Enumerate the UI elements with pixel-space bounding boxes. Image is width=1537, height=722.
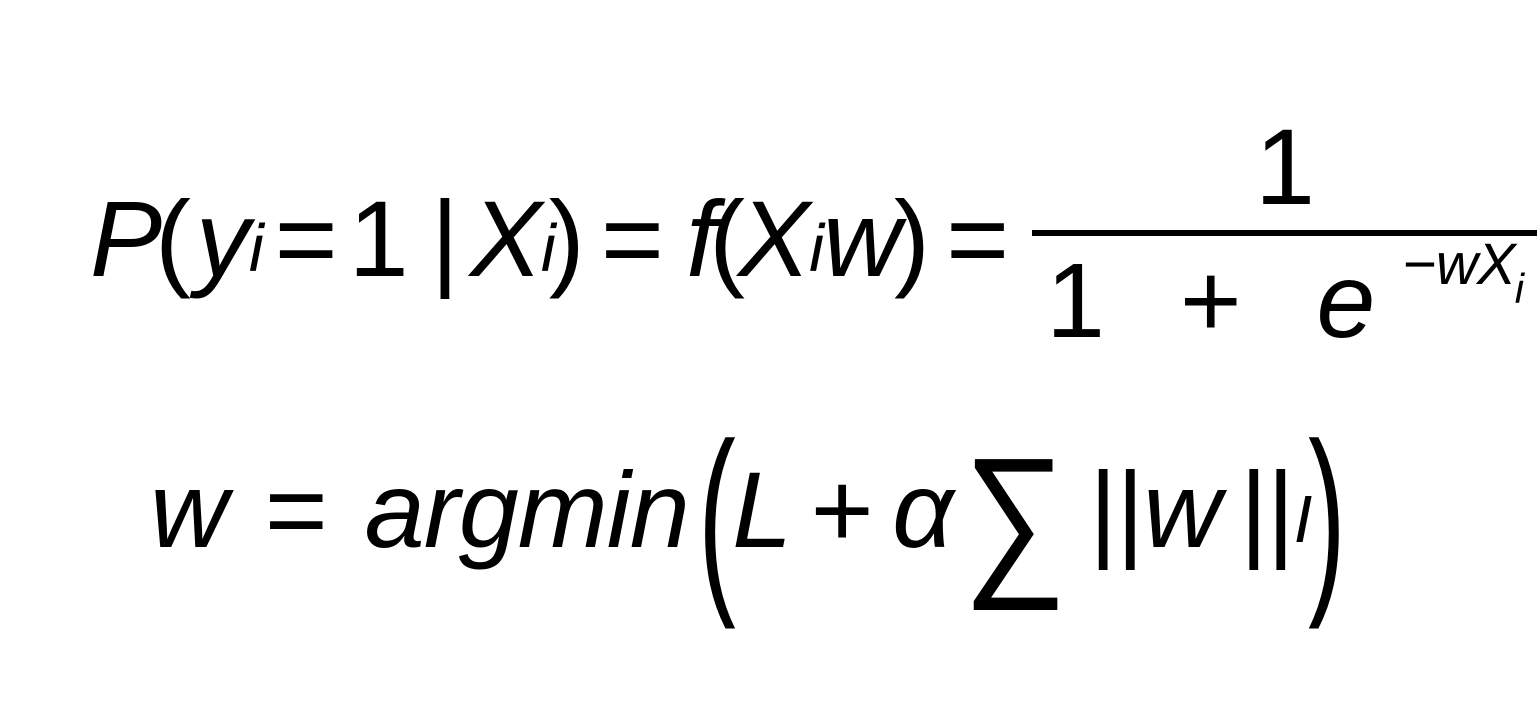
sym-equals-4: = [265, 447, 327, 572]
norm-close-bars: || [1240, 447, 1294, 572]
fraction: 1 1 + e −wXi [1032, 110, 1537, 357]
equation-1: P ( y i = 1 | X i ) = f ( X i w ) = 1 1 [90, 120, 1537, 357]
norm-w: w [1143, 447, 1220, 572]
fraction-denominator: 1 + e −wXi [1032, 246, 1537, 358]
sym-one: 1 [349, 176, 408, 301]
exp-w: w [1436, 232, 1477, 297]
sym-y: y [196, 176, 249, 301]
exp-X: X [1477, 232, 1515, 297]
sym-w-2: w [150, 447, 227, 572]
exp-minus: − [1403, 232, 1436, 297]
sym-alpha: α [892, 447, 953, 572]
den-plus: + [1180, 242, 1241, 360]
sym-equals-3: = [946, 176, 1008, 301]
sym-y-sub-i: i [249, 210, 263, 287]
big-close-paren: ) [1309, 434, 1346, 598]
den-one: 1 [1046, 242, 1104, 360]
sym-X-1: X [470, 176, 541, 301]
big-open-paren: ( [698, 434, 735, 598]
exp-X-sub-i: i [1515, 265, 1523, 312]
sym-w-1: w [823, 176, 900, 301]
sym-close-paren-2: ) [894, 176, 929, 301]
sym-open-paren: ( [155, 176, 190, 301]
sym-X-1-sub-i: i [541, 210, 555, 287]
sym-X-2: X [738, 176, 809, 301]
sym-P: P [90, 176, 161, 301]
fraction-numerator: 1 [1241, 110, 1328, 223]
sym-summation: ∑ [963, 458, 1066, 575]
sym-equals-2: = [601, 176, 663, 301]
den-exponent: −wXi [1403, 232, 1523, 297]
equation-page: P ( y i = 1 | X i ) = f ( X i w ) = 1 1 [0, 0, 1537, 722]
sym-X-2-sub-i: i [809, 210, 823, 287]
norm-open-bars: || [1089, 447, 1143, 572]
sym-equals-1: = [275, 176, 337, 301]
den-e: e [1317, 242, 1375, 360]
sym-argmin: argmin [365, 447, 689, 572]
sym-L: L [732, 447, 791, 572]
sym-plus: + [811, 447, 873, 572]
equation-2: w = argmin ( L + α ∑ || w || I ) [90, 427, 1537, 591]
sym-cond-bar: | [431, 176, 458, 301]
